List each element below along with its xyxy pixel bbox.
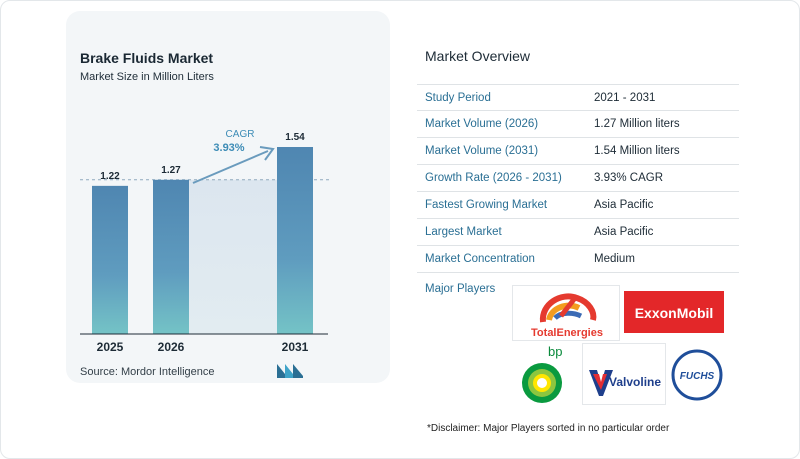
data-label-2025: 1.22 (100, 171, 120, 182)
fuchs-logo-text: FUCHS (680, 371, 715, 382)
chart-subtitle: Market Size in Million Liters (80, 71, 214, 83)
overview-row: Growth Rate (2026 - 2031) 3.93% CAGR (417, 165, 739, 192)
disclaimer: *Disclaimer: Major Players sorted in no … (427, 423, 670, 434)
overview-row-label: Growth Rate (2026 - 2031) (425, 172, 562, 184)
valvoline-logo-icon: Valvoline (589, 370, 661, 396)
market-overview-title: Market Overview (425, 48, 531, 64)
bp-logo: bp (512, 343, 582, 405)
fuchs-logo-icon: FUCHS (671, 349, 723, 401)
data-label-2026: 1.27 (161, 165, 181, 176)
overview-row-value: Medium (594, 253, 635, 265)
category-label-2025: 2025 (97, 340, 124, 354)
fuchs-logo: FUCHS (666, 343, 728, 405)
totalenergies-logo: TotalEnergies (512, 285, 620, 341)
bar-chart: 1.22 2025 1.27 2026 1.54 2031 CAGR 3.93% (80, 129, 330, 354)
bar-2025 (92, 185, 128, 334)
overview-row: Study Period 2021 - 2031 (417, 84, 739, 111)
overview-row-label: Largest Market (425, 226, 502, 238)
bar-2026 (153, 179, 189, 334)
overview-row-label: Study Period (425, 92, 491, 104)
bp-logo-text: bp (548, 344, 562, 359)
source-text: Source: Mordor Intelligence (80, 366, 215, 378)
chart-title: Brake Fluids Market (80, 50, 214, 66)
data-label-2031: 1.54 (285, 132, 305, 143)
exxonmobil-logo-text: ExxonMobil (635, 305, 714, 321)
overview-row-label: Market Volume (2026) (425, 118, 539, 130)
overview-row-value: Asia Pacific (594, 199, 654, 211)
cagr-value: 3.93% (213, 142, 244, 154)
overview-row-label: Market Volume (2031) (425, 145, 539, 157)
overview-row-value: 2021 - 2031 (594, 92, 656, 104)
category-label-2026: 2026 (158, 340, 185, 354)
totalenergies-logo-icon: TotalEnergies (531, 293, 603, 339)
overview-row-label: Fastest Growing Market (425, 199, 548, 211)
overview-row-value: Asia Pacific (594, 226, 654, 238)
overview-row: Market Concentration Medium (417, 246, 739, 273)
bar-2031 (277, 147, 313, 334)
cagr-arrow-head (259, 146, 275, 161)
exxonmobil-logo-icon: ExxonMobil (624, 291, 724, 333)
overview-row: Fastest Growing Market Asia Pacific (417, 192, 739, 219)
valvoline-logo-text: Valvoline (609, 375, 661, 389)
overview-row: Largest Market Asia Pacific (417, 219, 739, 246)
cagr-label: CAGR (226, 129, 255, 140)
growth-region (189, 179, 277, 334)
cagr-arrow-line (192, 150, 269, 184)
mordor-intelligence-logo-icon (277, 364, 303, 378)
overview-row-value: 1.54 Million liters (594, 145, 680, 157)
valvoline-logo: Valvoline (582, 343, 666, 405)
totalenergies-logo-text: TotalEnergies (531, 327, 603, 339)
overview-row-value: 1.27 Million liters (594, 118, 680, 130)
category-label-2031: 2031 (282, 340, 309, 354)
exxonmobil-logo: ExxonMobil (622, 285, 728, 341)
major-players-label: Major Players (425, 283, 496, 295)
overview-row-value: 3.93% CAGR (594, 172, 664, 184)
bp-logo-icon: bp (522, 344, 562, 403)
overview-row-label: Market Concentration (425, 253, 535, 265)
overview-row: Market Volume (2031) 1.54 Million liters (417, 138, 739, 165)
overview-row: Market Volume (2026) 1.27 Million liters (417, 111, 739, 138)
